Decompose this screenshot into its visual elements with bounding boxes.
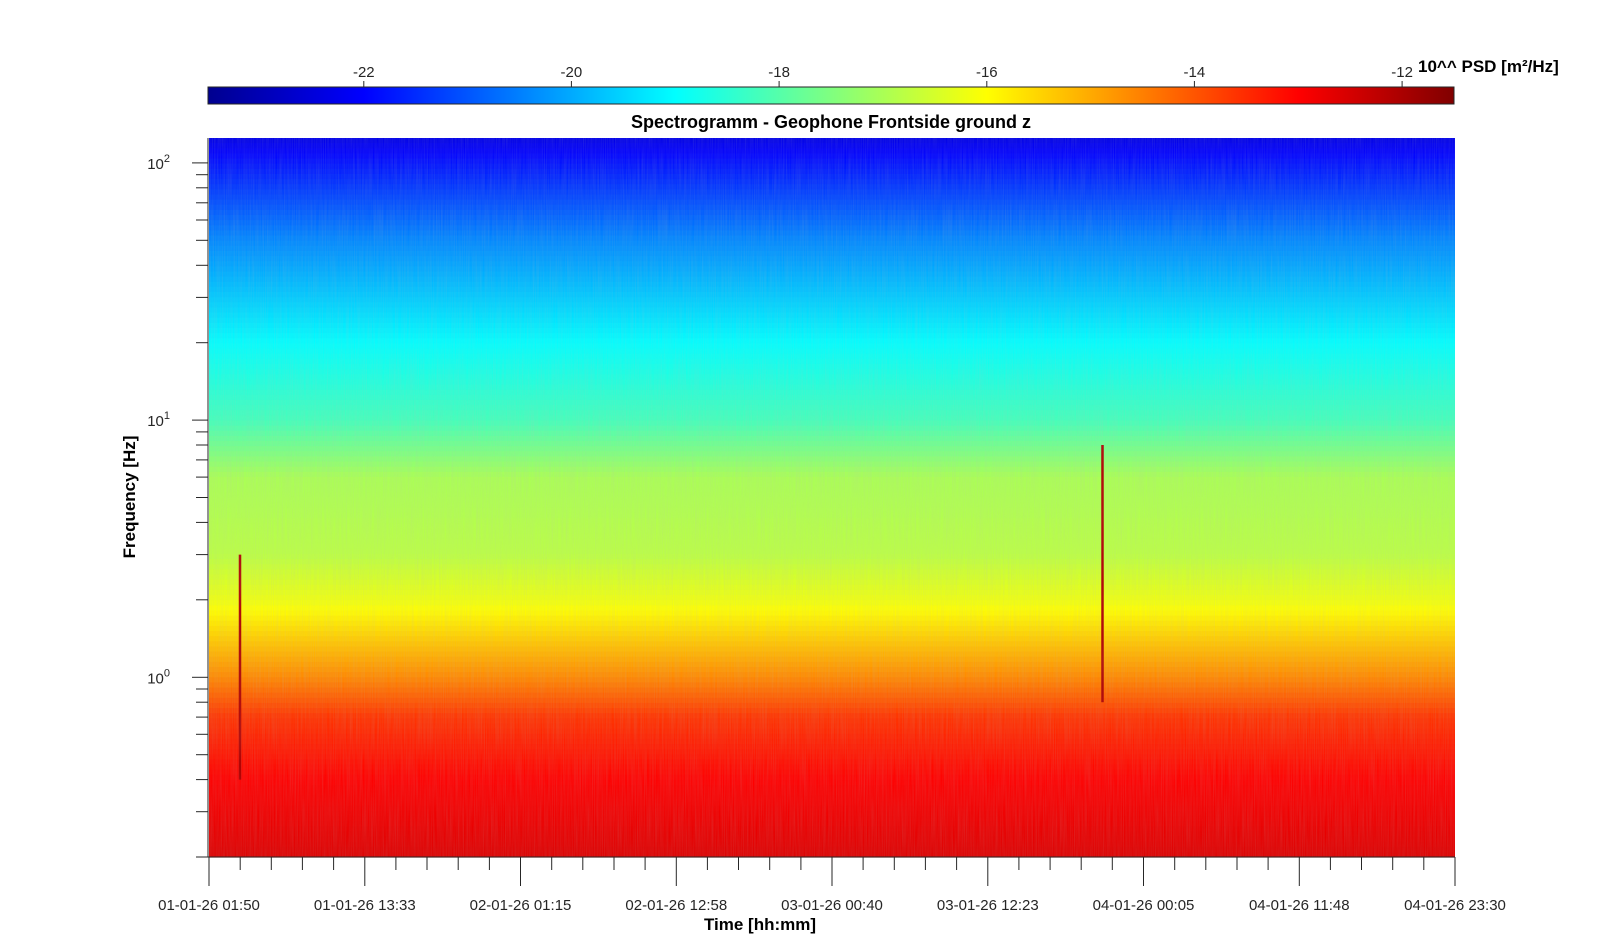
y-axis-ticks: 100 101 102 [147,153,208,858]
x-tick-label: 04-01-26 00:05 [1093,897,1195,914]
x-tick-label: 03-01-26 00:40 [781,897,883,914]
x-tick-label: 03-01-26 12:23 [937,897,1039,914]
colorbar-tick-label: -16 [976,64,998,81]
colorbar-ticks: -22 -20 -18 -16 -14 -12 [353,64,1413,87]
x-axis: 01-01-26 01:50 01-01-26 13:33 02-01-26 01:… [158,856,1506,934]
y-axis: 100 101 102 Frequency [Hz] [120,138,209,858]
y-axis-label: Frequency [Hz] [120,436,139,559]
x-tick-label: 02-01-26 01:15 [470,897,572,914]
chart-title: Spectrogramm - Geophone Frontside ground… [631,112,1031,132]
colorbar-label: 10^^ PSD [m²/Hz] [1418,57,1559,76]
colorbar-tick-label: -18 [768,64,790,81]
x-tick-label: 01-01-26 01:50 [158,897,260,914]
y-tick-label: 101 [147,410,170,430]
colorbar-tick-label: -14 [1184,64,1206,81]
x-tick-label: 02-01-26 12:58 [625,897,727,914]
colorbar-tick-label: -22 [353,64,375,81]
colorbar-gradient [207,86,1455,105]
colorbar: -22 -20 -18 -16 -14 -12 10^^ PSD [m²/Hz] [207,57,1559,105]
heatmap-texture [209,138,1455,857]
x-tick-label: 01-01-26 13:33 [314,897,416,914]
plot-area [209,138,1455,858]
colorbar-tick-label: -12 [1391,64,1413,81]
x-tick-label: 04-01-26 11:48 [1249,897,1350,914]
x-tick-label: 04-01-26 23:30 [1404,897,1506,914]
x-axis-ticks: 01-01-26 01:50 01-01-26 13:33 02-01-26 01:… [158,857,1506,914]
x-axis-label: Time [hh:mm] [704,915,816,934]
y-tick-label: 100 [147,667,170,687]
colorbar-tick-label: -20 [561,64,583,81]
y-tick-label: 102 [147,153,170,173]
